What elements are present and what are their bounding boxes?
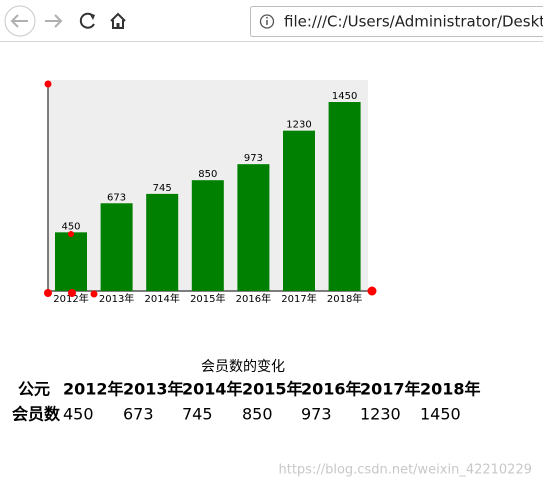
table-cell: 745 xyxy=(182,405,213,424)
table-cell: 673 xyxy=(123,405,154,424)
table-header-cell: 2015年 xyxy=(242,380,303,399)
watermark: https://blog.csdn.net/weixin_42210229 xyxy=(278,463,532,478)
url: file:///C:/Users/Administrator/Desktop/ xyxy=(284,13,543,31)
reload-button[interactable] xyxy=(79,12,95,29)
table-header-cell: 2014年 xyxy=(182,380,243,399)
bar xyxy=(146,193,179,291)
bar xyxy=(191,180,224,291)
bar xyxy=(283,130,315,291)
table-cell: 973 xyxy=(301,405,332,424)
value-label: 1230 xyxy=(286,120,311,131)
bar xyxy=(55,232,87,291)
x-tick-label: 2012年 xyxy=(53,292,88,305)
value-label: 850 xyxy=(198,169,217,180)
table-header-cell: 公元 xyxy=(18,380,50,399)
table-cell: 850 xyxy=(242,405,273,424)
bar xyxy=(237,164,270,291)
x-tick-label: 2014年 xyxy=(144,292,179,305)
table-header-cell: 2013年 xyxy=(123,380,184,399)
x-tick-label: 2015年 xyxy=(190,292,225,305)
value-label: 673 xyxy=(107,192,126,203)
debug-dots xyxy=(44,80,377,298)
bar xyxy=(328,102,361,291)
value-label: 1450 xyxy=(332,91,357,102)
forward-button[interactable] xyxy=(45,14,63,28)
table-caption: 会员数的变化 xyxy=(201,359,285,375)
table-header-cell: 2018年 xyxy=(420,380,481,399)
table-header-cell: 2012年 xyxy=(63,380,124,399)
table-cell: 1230 xyxy=(360,405,401,424)
x-tick-label: 2013年 xyxy=(99,292,134,305)
table-header-cell: 2017年 xyxy=(360,380,421,399)
bar xyxy=(100,203,133,291)
value-label: 973 xyxy=(244,153,263,164)
table-cell: 会员数 xyxy=(12,405,61,424)
x-tick-label: 2018年 xyxy=(327,292,362,305)
back-button[interactable] xyxy=(4,5,36,37)
value-label: 450 xyxy=(61,221,80,232)
x-tick-label: 2017年 xyxy=(281,292,316,305)
chart: 450 2012年 673 2013年 745 2014年 850 2015年 973 2016年… xyxy=(53,91,362,305)
address-bar[interactable]: file:///C:/Users/Administrator/Desktop/ xyxy=(250,6,543,37)
table-cell: 450 xyxy=(63,405,94,424)
x-tick-label: 2016年 xyxy=(236,292,271,305)
table-header-cell: 2016年 xyxy=(301,380,362,399)
value-label: 745 xyxy=(153,183,172,194)
table-cell: 1450 xyxy=(420,405,461,424)
home-button[interactable] xyxy=(110,12,126,29)
